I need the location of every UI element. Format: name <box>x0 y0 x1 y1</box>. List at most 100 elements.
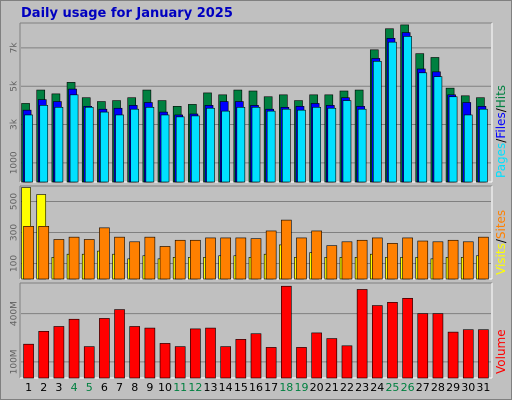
bar-pages-day-11 <box>175 116 185 183</box>
panel-2-y-tick-label: 300 <box>10 224 20 241</box>
bar-volume-day-28 <box>432 313 444 379</box>
x-day-label-13: 13 <box>204 381 218 394</box>
bar-volume-day-7 <box>114 309 125 379</box>
bar-pages-day-8 <box>130 108 140 183</box>
bar-volume-day-11 <box>174 346 186 379</box>
bar-sites-day-5 <box>83 239 95 280</box>
x-day-label-25: 25 <box>385 381 399 394</box>
bar-sites-day-21 <box>326 245 338 280</box>
bar-pages-day-25 <box>388 41 397 183</box>
bar-volume-day-10 <box>159 343 171 379</box>
bar-pages-day-3 <box>54 106 64 183</box>
bar-volume-day-17 <box>265 347 277 379</box>
bar-sites-day-1 <box>23 226 34 280</box>
legend-entry: Pages <box>494 143 508 178</box>
panel-1-y-tick-label: 7k <box>10 42 20 54</box>
bar-volume-day-22 <box>341 345 353 379</box>
bar-sites-day-13 <box>205 237 216 280</box>
bar-volume-day-31 <box>478 329 489 379</box>
bar-pages-day-14 <box>221 110 230 183</box>
panel-2-y-tick-label: 500 <box>10 193 20 210</box>
bar-pages-day-29 <box>448 96 458 183</box>
x-day-label-19: 19 <box>294 381 308 394</box>
bar-sites-day-22 <box>341 241 353 280</box>
panel-3-y-tick-label: 400M <box>10 301 20 326</box>
bar-volume-day-19 <box>296 347 307 379</box>
x-day-label-9: 9 <box>146 381 153 394</box>
bar-volume-day-26 <box>402 297 413 379</box>
bar-volume-day-8 <box>129 326 141 379</box>
bar-volume-day-1 <box>23 343 34 379</box>
legend-entry: / <box>494 107 508 112</box>
x-day-label-3: 3 <box>55 381 62 394</box>
legend-entry: / <box>494 238 508 243</box>
x-day-label-30: 30 <box>461 381 475 394</box>
bar-volume-day-29 <box>447 331 459 379</box>
bar-volume-day-24 <box>371 305 383 379</box>
bar-sites-day-11 <box>174 239 186 280</box>
x-day-label-27: 27 <box>416 381 430 394</box>
bar-pages-day-23 <box>357 108 367 183</box>
x-day-label-2: 2 <box>40 381 47 394</box>
x-day-label-10: 10 <box>158 381 172 394</box>
bar-volume-day-5 <box>83 346 95 379</box>
bar-sites-day-25 <box>387 243 398 280</box>
bar-volume-day-25 <box>387 302 398 379</box>
x-day-label-12: 12 <box>188 381 202 394</box>
bar-volume-day-15 <box>235 339 247 379</box>
bar-sites-day-23 <box>356 239 368 280</box>
panel-1-y-tick-label: 1000 <box>10 151 20 174</box>
bar-pages-day-5 <box>84 106 94 183</box>
bar-volume-day-14 <box>220 346 231 379</box>
bar-volume-day-20 <box>311 332 322 379</box>
bar-volume-day-4 <box>68 318 80 379</box>
legend-entry: Hits <box>494 85 508 108</box>
x-day-label-4: 4 <box>71 381 78 394</box>
bar-volume-day-3 <box>53 326 65 379</box>
x-day-label-18: 18 <box>279 381 293 394</box>
bar-volume-day-2 <box>38 331 50 379</box>
bar-sites-day-6 <box>99 227 110 280</box>
bar-sites-day-26 <box>402 237 413 280</box>
x-day-label-23: 23 <box>355 381 369 394</box>
bar-pages-day-27 <box>418 72 428 183</box>
bar-volume-day-21 <box>326 338 338 379</box>
bar-sites-day-3 <box>53 239 65 280</box>
bar-pages-day-19 <box>297 109 306 183</box>
x-day-label-21: 21 <box>325 381 339 394</box>
panel-1-y-tick-label: 5k <box>10 80 20 92</box>
bar-sites-day-14 <box>220 237 231 280</box>
bar-sites-day-27 <box>417 240 429 280</box>
bar-volume-day-23 <box>356 289 368 379</box>
bar-sites-day-24 <box>371 237 383 280</box>
bar-sites-day-20 <box>311 230 322 280</box>
bar-pages-day-10 <box>160 114 170 183</box>
x-day-label-29: 29 <box>446 381 460 394</box>
bar-pages-day-6 <box>100 111 109 183</box>
x-day-label-31: 31 <box>476 381 490 394</box>
x-day-label-11: 11 <box>173 381 187 394</box>
panel-1-legend: Pages/Files/Hits <box>494 85 508 178</box>
x-day-label-15: 15 <box>234 381 248 394</box>
bar-sites-day-18 <box>281 219 292 280</box>
bar-pages-day-31 <box>479 108 488 183</box>
bar-pages-day-18 <box>282 108 291 183</box>
bar-sites-day-31 <box>478 236 489 280</box>
bar-pages-day-24 <box>372 61 382 183</box>
panel-2-y-tick-label: 100 <box>10 255 20 272</box>
bar-volume-day-6 <box>99 318 110 379</box>
bar-sites-day-8 <box>129 241 141 280</box>
x-day-label-8: 8 <box>131 381 138 394</box>
bar-volume-day-18 <box>281 285 292 379</box>
panel-1-y-tick-label: 3k <box>10 118 20 130</box>
bar-pages-day-4 <box>69 94 79 183</box>
x-day-label-6: 6 <box>101 381 108 394</box>
bar-pages-day-22 <box>342 100 352 183</box>
x-day-label-24: 24 <box>370 381 384 394</box>
bar-pages-day-28 <box>433 76 443 183</box>
x-day-label-14: 14 <box>219 381 233 394</box>
bar-sites-day-10 <box>159 246 171 280</box>
bar-pages-day-13 <box>206 107 215 183</box>
bar-sites-day-12 <box>190 239 201 280</box>
